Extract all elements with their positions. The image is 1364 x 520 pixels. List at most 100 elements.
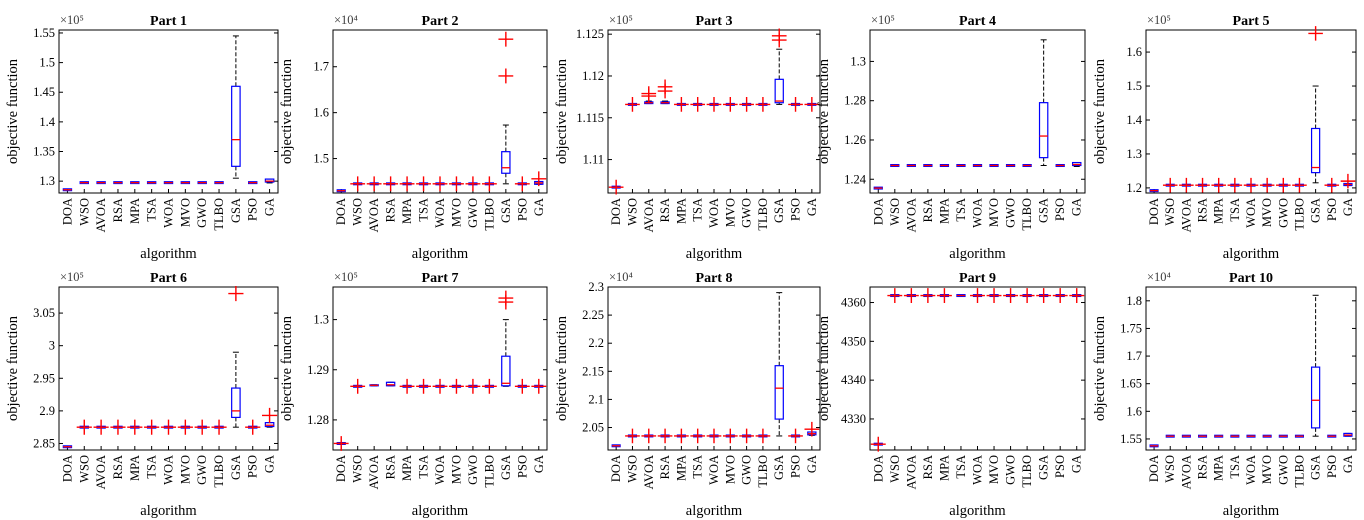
- outlier-marker: [498, 31, 514, 47]
- box-WOA: [970, 288, 985, 303]
- x-tick-label: DOA: [334, 198, 348, 225]
- x-tick-label: DOA: [609, 455, 623, 482]
- outlier-marker: [481, 176, 497, 192]
- chart-title: Part 2: [422, 14, 459, 29]
- x-tick-label: TSA: [691, 198, 705, 222]
- x-tick-label: AVOA: [642, 455, 656, 490]
- box-MPA: [674, 428, 689, 444]
- box-TSA: [690, 97, 706, 112]
- box-GSA: [498, 290, 514, 387]
- x-tick-label: GA: [1070, 455, 1084, 473]
- x-tick-label: TLBO: [1292, 455, 1306, 488]
- x-tick-label: MPA: [128, 455, 142, 481]
- outlier-marker: [261, 407, 278, 424]
- x-tick-label: GA: [263, 455, 277, 473]
- chart-title: Part 4: [959, 14, 996, 29]
- x-tick-label: GWO: [1276, 455, 1290, 485]
- outlier-marker: [383, 176, 399, 192]
- x-tick-label: PSO: [1325, 198, 1339, 221]
- box-PSO: [1324, 177, 1340, 193]
- y-tick-label: 3: [49, 339, 55, 353]
- outlier-marker: [739, 97, 754, 112]
- outlier-marker: [350, 176, 366, 192]
- axis-multiplier: ×10⁵: [871, 13, 895, 27]
- box-PSO: [1327, 434, 1337, 438]
- y-tick-label: 2.2: [588, 336, 604, 350]
- axis-multiplier: ×10⁴: [334, 13, 358, 27]
- box-AVOA: [903, 288, 919, 303]
- axis-multiplier: ×10⁵: [334, 270, 358, 284]
- outlier-marker: [228, 285, 244, 302]
- outlier-marker: [986, 288, 1002, 303]
- x-tick-label: WOA: [707, 455, 721, 485]
- x-tick-label: MVO: [723, 455, 737, 484]
- y-axis-label: objective function: [554, 315, 570, 421]
- box-RSA: [385, 381, 396, 387]
- outlier-marker: [1036, 288, 1052, 303]
- y-tick-label: 3.05: [33, 306, 55, 320]
- x-tick-label: PSO: [515, 455, 529, 478]
- box-DOA: [333, 436, 349, 451]
- y-axis-label: objective function: [279, 58, 295, 164]
- x-tick-label: GSA: [499, 198, 513, 223]
- box-TLBO: [1022, 164, 1032, 168]
- outlier-marker: [657, 79, 673, 95]
- box-TSA: [416, 176, 431, 192]
- y-tick-label: 1.45: [33, 85, 55, 99]
- y-tick-label: 4350: [841, 334, 866, 348]
- outlier-marker: [449, 378, 464, 394]
- box-DOA: [608, 179, 624, 195]
- plot-frame: [869, 286, 1086, 451]
- plot-frame: [332, 29, 548, 194]
- chart-title: Part 7: [422, 271, 459, 286]
- y-tick-label: 2.9: [39, 404, 55, 418]
- outlier-marker: [804, 421, 820, 437]
- y-axis-label: objective function: [816, 315, 832, 421]
- outlier-marker: [674, 97, 689, 112]
- box-GWO: [465, 378, 481, 394]
- box-AVOA: [641, 428, 657, 444]
- outlier-marker: [641, 86, 657, 101]
- x-tick-label: WSO: [625, 455, 639, 483]
- box-GWO: [1278, 434, 1288, 438]
- box-iqr: [774, 78, 784, 104]
- box-AVOA: [1181, 434, 1191, 438]
- y-tick-label: 1.6: [313, 106, 329, 120]
- box-PSO: [514, 176, 530, 192]
- box-GWO: [1005, 164, 1016, 168]
- box-iqr: [1310, 366, 1321, 429]
- box-GSA: [774, 292, 784, 437]
- plot-frame: [332, 286, 548, 451]
- y-tick-label: 1.24: [844, 172, 867, 186]
- box-GWO: [1276, 177, 1291, 193]
- box-WOA: [1246, 434, 1256, 438]
- axis-multiplier: ×10⁵: [609, 13, 633, 27]
- box-GA: [804, 421, 820, 437]
- y-tick-label: 1.3: [39, 174, 55, 188]
- box-WSO: [890, 164, 900, 168]
- outlier-marker: [1003, 288, 1019, 303]
- outlier-marker: [625, 97, 640, 112]
- panel-3: Part 3 ×10⁵ 1.11 1.115 1.12 1.125 DOA WSO AVOA RS…: [554, 13, 821, 262]
- x-tick-label: GWO: [466, 455, 480, 485]
- outlier-marker: [755, 428, 771, 444]
- outlier-marker: [903, 288, 919, 303]
- x-axis-label: algorithm: [1223, 246, 1280, 262]
- x-tick-label: GWO: [195, 198, 209, 228]
- outlier-marker: [1069, 288, 1085, 303]
- x-tick-label: RSA: [658, 455, 672, 479]
- x-tick-label: MVO: [449, 198, 463, 227]
- box-MVO: [989, 164, 999, 168]
- box-WSO: [1165, 434, 1175, 438]
- box-iqr: [1310, 127, 1321, 174]
- box-WOA: [160, 419, 177, 435]
- outlier-marker: [245, 419, 261, 435]
- x-tick-label: GSA: [1309, 198, 1323, 223]
- y-tick-label: 1.125: [576, 27, 604, 41]
- plot-frame: [58, 29, 279, 194]
- y-tick-label: 1.6: [1126, 404, 1142, 418]
- outlier-marker: [608, 179, 624, 195]
- box-DOA: [611, 444, 621, 448]
- outlier-marker: [399, 176, 415, 192]
- box-WSO: [625, 97, 640, 112]
